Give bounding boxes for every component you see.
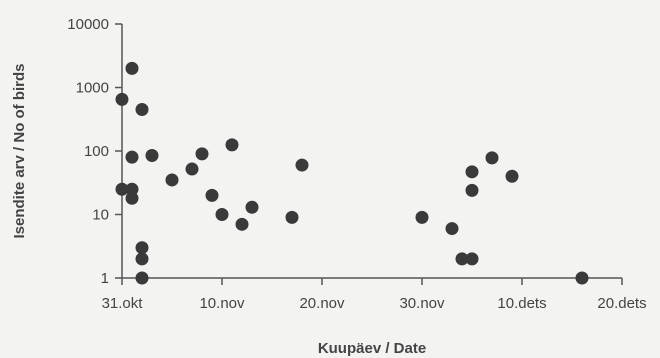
data-point xyxy=(195,147,209,161)
data-point xyxy=(295,158,309,172)
data-point xyxy=(205,188,219,202)
x-tick-label: 10.nov xyxy=(199,295,245,312)
plot-area: 1 10 100 1000 10000 31.okt 10.nov 20.nov 30.nov… xyxy=(67,16,646,312)
data-point xyxy=(465,183,479,197)
data-point xyxy=(485,151,499,165)
data-point xyxy=(115,92,129,106)
x-axis-ticks: 31.okt 10.nov 20.nov 30.nov 10.dets 20.dets xyxy=(102,278,647,312)
y-tick-label: 10 xyxy=(92,207,109,224)
data-point xyxy=(125,191,139,205)
y-tick-label: 1000 xyxy=(76,80,109,97)
data-point xyxy=(505,169,519,183)
data-points xyxy=(115,61,589,285)
data-point xyxy=(125,150,139,164)
data-point xyxy=(135,252,149,266)
x-tick-label: 10.dets xyxy=(497,295,546,312)
x-tick-label: 20.dets xyxy=(597,295,646,312)
data-point xyxy=(135,103,149,117)
x-axis-title: Kuupäev / Date xyxy=(318,340,426,357)
y-tick-label: 10000 xyxy=(67,16,109,33)
data-point xyxy=(225,138,239,152)
data-point xyxy=(125,61,139,75)
data-point xyxy=(455,252,469,266)
data-point xyxy=(575,271,589,285)
y-axis-title: Isendite arv / No of birds xyxy=(11,63,28,238)
data-point xyxy=(115,182,129,196)
data-point xyxy=(135,241,149,255)
y-axis-ticks: 1 10 100 1000 10000 xyxy=(67,16,122,287)
x-tick-label: 20.nov xyxy=(299,295,345,312)
data-point xyxy=(125,182,139,196)
data-point xyxy=(285,210,299,224)
data-point xyxy=(415,210,429,224)
data-point xyxy=(465,165,479,179)
y-tick-label: 1 xyxy=(101,270,109,287)
data-point xyxy=(185,162,199,176)
data-point xyxy=(245,200,259,214)
data-point xyxy=(465,252,479,266)
x-tick-label: 30.nov xyxy=(399,295,445,312)
data-point xyxy=(445,222,459,236)
data-point xyxy=(145,148,159,162)
data-point xyxy=(215,208,229,221)
x-tick-label: 31.okt xyxy=(102,295,144,312)
data-point xyxy=(165,173,179,187)
data-point xyxy=(235,217,249,231)
y-tick-label: 100 xyxy=(84,143,109,160)
data-point xyxy=(135,271,149,285)
